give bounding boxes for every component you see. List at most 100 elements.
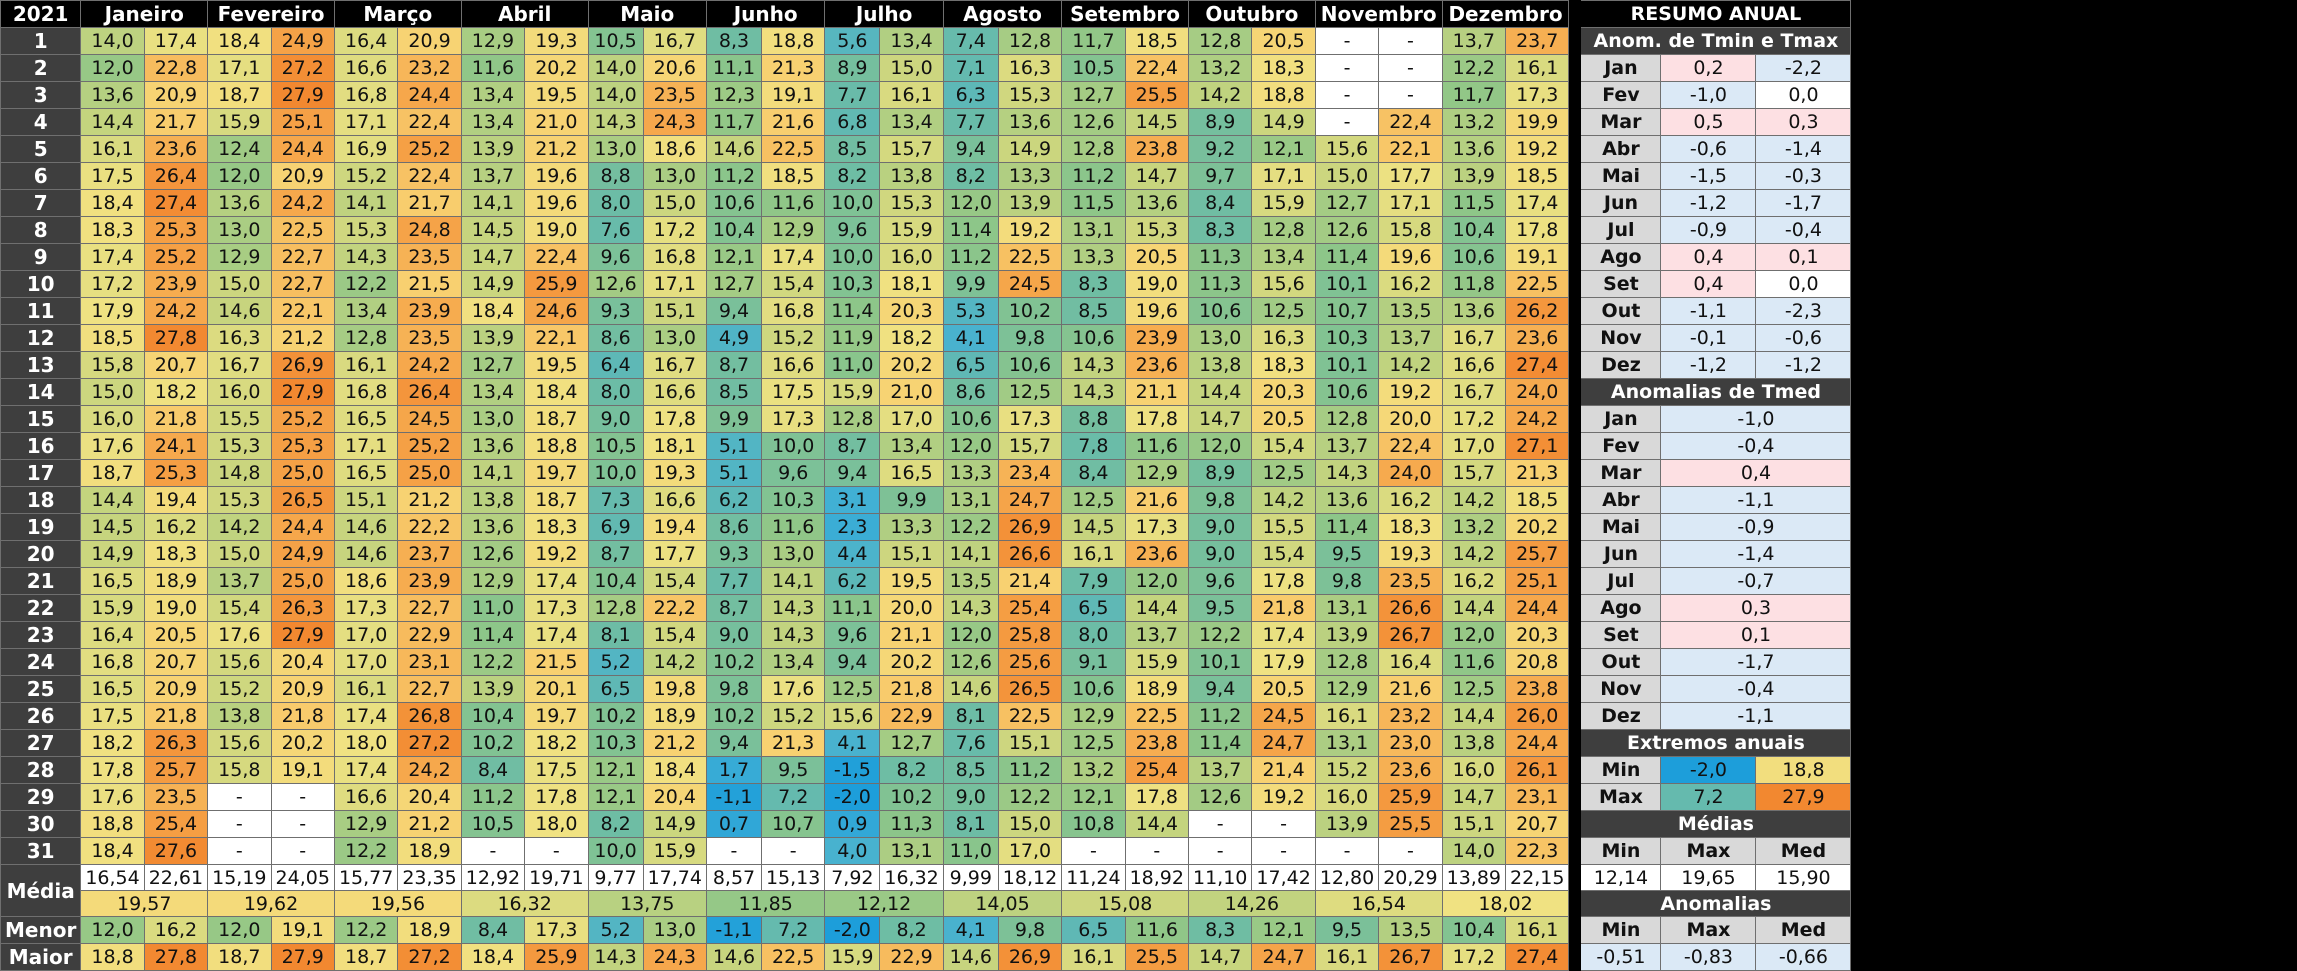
anom-tmin-value: 0,4	[1660, 243, 1757, 271]
anom-title: Anom. de Tmin e Tmax	[1580, 27, 1852, 55]
tmin-cell: 9,3	[587, 297, 644, 325]
tmax-cell: 13,4	[879, 108, 944, 136]
tmin-cell: 8,5	[942, 756, 999, 784]
tmax-cell: 16,6	[760, 351, 826, 379]
menor-tmin-value: 6,5	[1061, 916, 1126, 944]
tmax-cell: 24,7	[997, 486, 1063, 514]
tmin-cell: 11,8	[1441, 270, 1507, 298]
tmax-cell: 18,3	[143, 540, 209, 568]
tmax-cell: 19,4	[642, 513, 707, 541]
tmax-cell: 18,7	[524, 405, 589, 433]
tmin-cell: 8,5	[824, 135, 881, 163]
tmin-cell: 10,5	[587, 27, 644, 55]
media-tmin-value: 11,10	[1187, 864, 1253, 891]
tmin-cell: 9,6	[587, 243, 644, 271]
tmax-cell: 23,6	[1505, 324, 1570, 352]
tmax-cell: 20,3	[1505, 621, 1570, 649]
tmin-cell: 14,3	[1061, 378, 1126, 406]
tmax-cell: 20,0	[879, 594, 944, 622]
panel-spacer	[1568, 189, 1582, 217]
tmin-cell: 8,4	[460, 756, 526, 784]
day-label: 8	[0, 216, 82, 244]
tmax-cell: 8,2	[879, 756, 944, 784]
tmin-cell: 17,2	[1441, 405, 1507, 433]
annual-anomaly-value: -0,83	[1660, 943, 1757, 971]
panel-spacer	[1568, 270, 1582, 298]
tmin-cell: 13,0	[1187, 324, 1253, 352]
tmin-cell: 12,6	[460, 540, 526, 568]
tmax-cell: 17,7	[642, 540, 707, 568]
tmax-cell: 25,6	[997, 648, 1063, 676]
tmax-cell: 20,2	[524, 54, 589, 82]
tmin-cell: 7,8	[1061, 432, 1126, 460]
tmin-cell: 12,9	[333, 810, 399, 838]
tmin-cell: 13,7	[207, 567, 272, 595]
tmax-cell: 26,9	[270, 351, 335, 379]
panel-spacer	[1568, 594, 1582, 622]
tmin-cell: 7,9	[1061, 567, 1126, 595]
tmax-cell: 19,4	[143, 486, 209, 514]
tmin-cell: 13,2	[1441, 108, 1507, 136]
tmax-cell: 9,5	[760, 756, 826, 784]
tmin-cell: 12,8	[1061, 135, 1126, 163]
tmin-cell: 13,9	[1314, 810, 1380, 838]
tmin-cell: 12,8	[824, 405, 881, 433]
tmin-cell: 8,4	[1061, 459, 1126, 487]
day-label: 18	[0, 486, 82, 514]
maior-tmin-value: 14,3	[587, 943, 644, 971]
table-row: 20 14,9 18,3 15,0 24,9 14,6 23,7 12,6 19,2 8,7 17,…	[0, 540, 1852, 568]
tmin-cell: 6,8	[824, 108, 881, 136]
tmax-cell: 19,3	[642, 459, 707, 487]
tmin-cell: 14,2	[1441, 486, 1507, 514]
tmax-cell: 17,1	[642, 270, 707, 298]
menor-tmax-value: 8,2	[879, 916, 944, 944]
tmin-cell: 17,0	[1441, 432, 1507, 460]
media-tmin-value: 9,77	[587, 864, 644, 891]
panel-spacer	[1568, 675, 1582, 703]
table-row: 28 17,8 25,7 15,8 19,1 17,4 24,2 8,4 17,5 12,1 18,…	[0, 756, 1852, 784]
tmax-cell: 21,2	[524, 135, 589, 163]
tmax-cell: 24,6	[524, 297, 589, 325]
tmin-cell: 8,0	[587, 378, 644, 406]
tmin-cell: 13,4	[460, 108, 526, 136]
month-header: Julho	[824, 0, 944, 28]
tmin-cell: 16,1	[80, 135, 145, 163]
tmax-cell: 20,4	[642, 783, 707, 811]
tmin-cell: 16,5	[80, 567, 145, 595]
tmin-cell: 10,6	[1441, 243, 1507, 271]
tmin-cell: 10,2	[705, 702, 762, 730]
tmax-cell: 26,4	[397, 378, 462, 406]
tmed-anom-value: 0,3	[1660, 594, 1852, 622]
tmax-cell: 10,2	[997, 297, 1063, 325]
tmax-cell: 26,3	[270, 594, 335, 622]
menor-tmax-value: 16,1	[1505, 916, 1570, 944]
tmin-cell: 8,7	[824, 432, 881, 460]
menor-tmin-value: 8,3	[1187, 916, 1253, 944]
media-tmed-value: 19,56	[333, 890, 462, 917]
tmin-cell: 11,1	[705, 54, 762, 82]
maior-tmax-value: 22,5	[760, 943, 826, 971]
tmax-cell: 23,6	[1378, 756, 1443, 784]
tmin-cell: 8,0	[587, 189, 644, 217]
tmax-cell: 21,8	[879, 675, 944, 703]
tmin-cell: 10,0	[587, 459, 644, 487]
tmax-cell: 15,0	[997, 810, 1063, 838]
tmax-cell: 17,6	[760, 675, 826, 703]
tmin-cell: 13,6	[460, 432, 526, 460]
day-label: 6	[0, 162, 82, 190]
tmin-cell: 6,2	[824, 567, 881, 595]
tmax-cell: 17,4	[143, 27, 209, 55]
tmax-cell: 17,8	[524, 783, 589, 811]
tmax-cell: 16,7	[642, 27, 707, 55]
tmax-cell: 25,2	[397, 432, 462, 460]
tmin-cell: 12,6	[1061, 108, 1126, 136]
tmax-cell: 24,5	[397, 405, 462, 433]
tmax-cell: 22,4	[1124, 54, 1190, 82]
tmin-cell: 13,8	[207, 702, 272, 730]
day-label: 24	[0, 648, 82, 676]
tmin-cell: 2,3	[824, 513, 881, 541]
tmin-cell: 9,0	[942, 783, 999, 811]
tmin-cell: 13,7	[1441, 27, 1507, 55]
tmax-cell: 21,3	[760, 729, 826, 757]
tmin-cell: 12,1	[1061, 783, 1126, 811]
